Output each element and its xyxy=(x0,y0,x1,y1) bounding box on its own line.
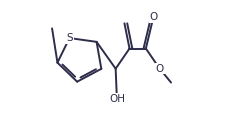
Text: OH: OH xyxy=(109,94,125,104)
Text: S: S xyxy=(66,33,73,43)
Text: O: O xyxy=(156,64,164,74)
Text: O: O xyxy=(149,12,158,22)
